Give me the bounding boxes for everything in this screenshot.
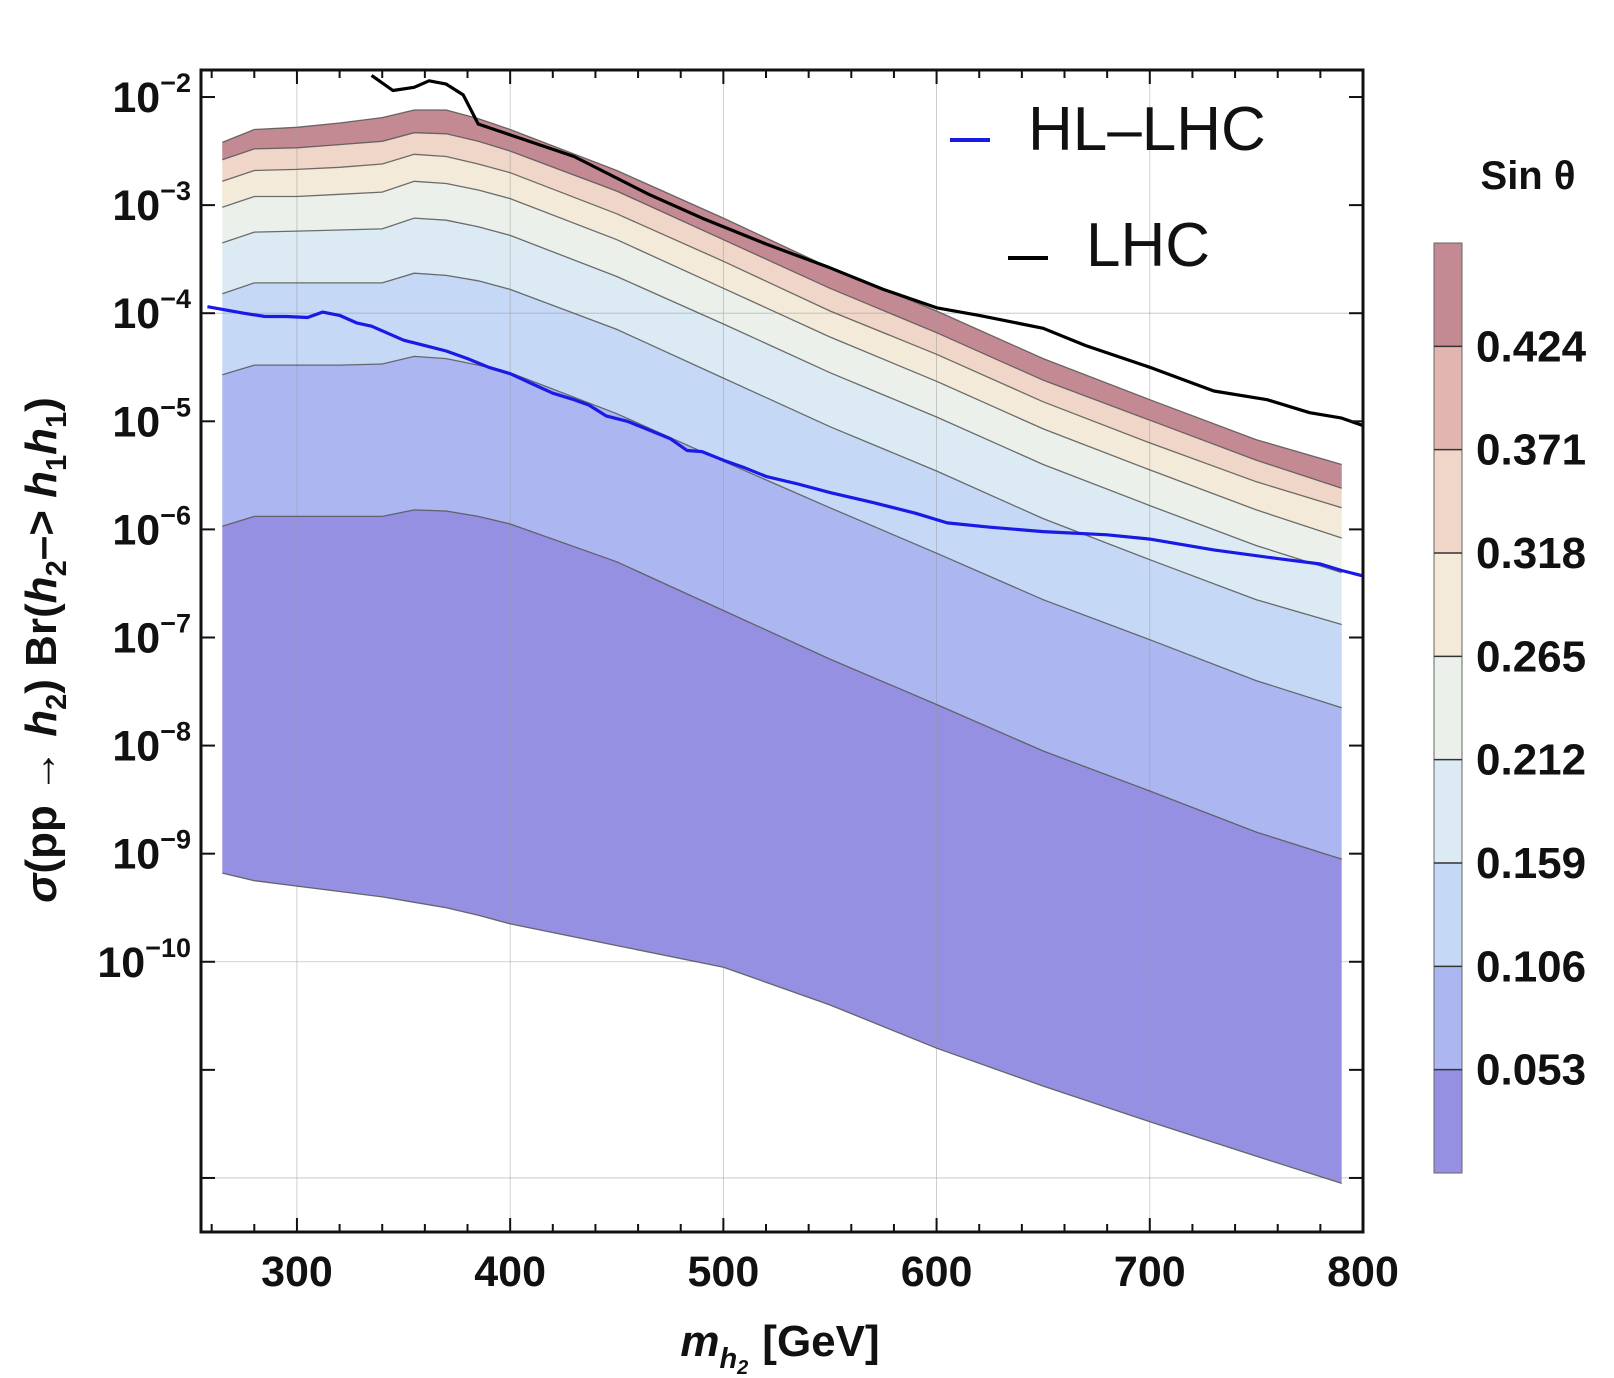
contour-band-0 <box>222 509 1342 1184</box>
contour-band-3 <box>222 218 1342 625</box>
series-line-lhc <box>370 74 1363 428</box>
colorbar-swatch-7 <box>1434 346 1462 451</box>
contour-band-1 <box>222 356 1342 860</box>
y-tick-label--5: 10−5 <box>112 392 191 446</box>
y-tick-labels: 10−2 10−3 10−4 10−5 10−6 10−7 10−8 10−9 10−10 <box>97 68 191 987</box>
contour-line-7 <box>222 132 1342 489</box>
colorbar-label-7: 0.053 <box>1476 1046 1586 1095</box>
colorbar-swatch-2 <box>1434 863 1462 967</box>
colorbar-label-0: 0.424 <box>1476 322 1587 371</box>
legend-label-lhc: LHC <box>1086 211 1210 280</box>
y-tick-label--6: 10−6 <box>112 500 191 554</box>
x-tick-label-800: 800 <box>1327 1248 1399 1296</box>
grid <box>201 70 1363 1232</box>
contour-lines <box>222 109 1342 1185</box>
colorbar-label-2: 0.318 <box>1476 529 1586 578</box>
contour-line-0 <box>222 872 1342 1185</box>
x-tick-label-600: 600 <box>901 1248 973 1296</box>
plot-frame <box>199 68 1365 1234</box>
colorbar-label-4: 0.212 <box>1476 736 1586 785</box>
contour-line-8 <box>222 109 1342 466</box>
colorbar-swatch-8 <box>1434 243 1462 347</box>
colorbar-swatch-1 <box>1434 966 1462 1071</box>
y-tick-label--2: 10−2 <box>112 68 191 122</box>
contour-bands <box>222 110 1342 1184</box>
y-tick-label--4: 10−4 <box>112 284 191 338</box>
series-line-hl-lhc <box>207 305 1363 578</box>
contour-line-1 <box>222 509 1342 860</box>
y-tick-label--7: 10−7 <box>112 608 191 662</box>
colorbar-label-6: 0.106 <box>1476 942 1586 991</box>
axis-ticks <box>201 70 1364 1232</box>
colorbar-swatch-0 <box>1434 1069 1462 1174</box>
contour-band-6 <box>222 132 1342 508</box>
legend-label-hl-lhc: HL–LHC <box>1028 95 1266 164</box>
colorbar-label-3: 0.265 <box>1476 632 1586 681</box>
colorbar-swatch-5 <box>1434 553 1462 657</box>
x-tick-label-300: 300 <box>261 1248 333 1296</box>
colorbar-frame <box>1433 242 1463 1174</box>
colorbar: 0.424 0.371 0.318 0.265 0.212 0.159 0.106 0.053 <box>1433 242 1587 1174</box>
colorbar-label-1: 0.371 <box>1476 426 1586 475</box>
x-tick-labels: 300 400 500 600 700 800 <box>261 1248 1399 1296</box>
colorbar-swatch-6 <box>1434 449 1462 554</box>
y-axis-title: σ(pp → h2) Br(h2–> h1h1) <box>17 397 73 903</box>
y-tick-label--10: 10−10 <box>97 933 191 987</box>
colorbar-swatch-3 <box>1434 759 1462 864</box>
x-axis-title: mh2[GeV] <box>680 1317 879 1378</box>
colorbar-swatch-4 <box>1434 656 1462 761</box>
x-tick-label-500: 500 <box>687 1248 759 1296</box>
legend: HL–LHC LHC <box>950 95 1266 280</box>
limit-curves <box>207 74 1363 578</box>
y-tick-label--9: 10−9 <box>112 825 191 879</box>
contour-band-4 <box>222 181 1342 573</box>
x-tick-label-400: 400 <box>474 1248 546 1296</box>
contour-line-5 <box>222 180 1342 539</box>
contour-band-2 <box>222 273 1342 708</box>
colorbar-title: Sin θ <box>1481 154 1576 198</box>
colorbar-label-5: 0.159 <box>1476 839 1586 888</box>
contour-line-4 <box>222 217 1342 574</box>
contour-line-6 <box>222 153 1342 509</box>
y-tick-label--8: 10−8 <box>112 717 191 771</box>
x-tick-label-700: 700 <box>1114 1248 1186 1296</box>
y-tick-label--3: 10−3 <box>112 176 191 230</box>
